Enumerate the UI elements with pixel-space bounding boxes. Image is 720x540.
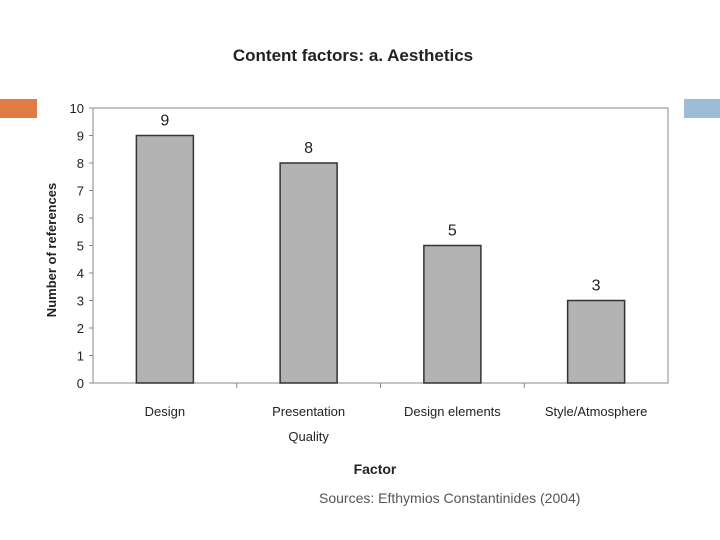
- data-label: 5: [448, 223, 457, 240]
- y-tick-label: 3: [77, 294, 84, 309]
- data-label: 9: [160, 113, 169, 130]
- y-tick-label: 0: [77, 376, 84, 391]
- y-tick-label: 7: [77, 184, 84, 199]
- y-tick-label: 1: [77, 349, 84, 364]
- y-tick-label: 6: [77, 211, 84, 226]
- y-tick-label: 10: [70, 101, 84, 116]
- bars: 9 8 5 3: [135, 113, 626, 384]
- x-axis-label: Factor: [354, 461, 397, 477]
- y-tick-label: 5: [77, 239, 84, 254]
- data-label: 3: [592, 278, 601, 295]
- accent-bar-right: [684, 99, 720, 118]
- y-tick-label: 4: [77, 266, 84, 281]
- bar: [279, 162, 338, 384]
- x-tick-label: Design: [145, 404, 185, 419]
- source-citation: Sources: Efthymios Constantinides (2004): [319, 490, 581, 506]
- y-tick-label: 8: [77, 156, 84, 171]
- x-tick-label: Quality: [288, 429, 329, 444]
- x-tick-label: Style/Atmosphere: [545, 404, 648, 419]
- chart-title: Content factors: a. Aesthetics: [233, 46, 473, 65]
- y-tick-label: 2: [77, 321, 84, 336]
- axes: 0 1 2 3 4 5 6 7 8 9 10 Design Presentation Quality Des…: [70, 101, 648, 444]
- y-tick-label: 9: [77, 129, 84, 144]
- data-label: 8: [304, 140, 313, 157]
- bar: [566, 299, 626, 384]
- x-tick-label: Design elements: [404, 404, 501, 419]
- y-axis-label: Number of references: [44, 183, 59, 317]
- accent-bar-left: [0, 99, 37, 118]
- x-tick-label: Presentation: [272, 404, 345, 419]
- bar: [423, 244, 482, 384]
- bar: [135, 134, 195, 384]
